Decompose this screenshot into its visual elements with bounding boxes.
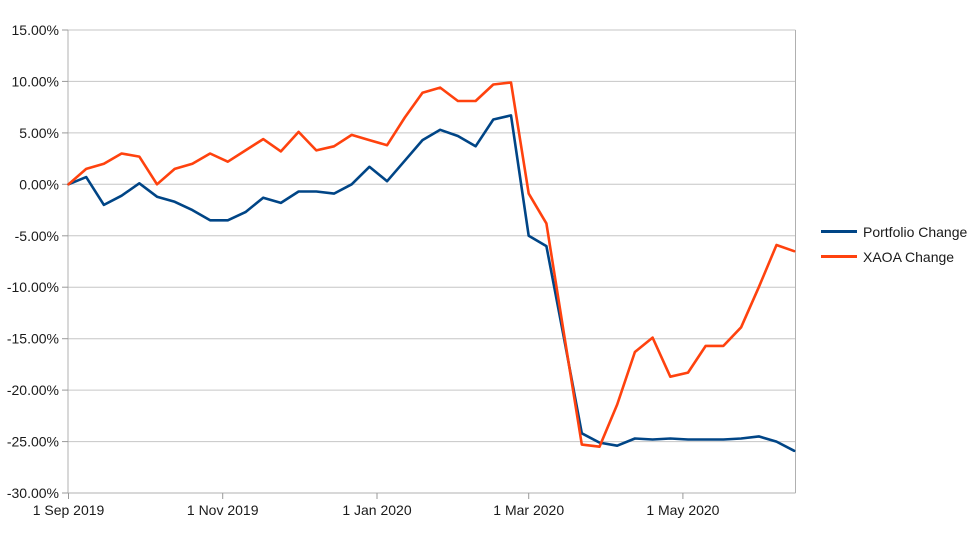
legend-item-xaoa-change: XAOA Change bbox=[821, 244, 967, 269]
y-tick-label: -5.00% bbox=[15, 228, 59, 244]
x-tick-label: 1 Sep 2019 bbox=[33, 502, 105, 518]
y-tick-label: 0.00% bbox=[19, 176, 59, 192]
legend-label-xaoa-change: XAOA Change bbox=[863, 248, 955, 265]
series-line-xaoa-change bbox=[67, 81, 796, 449]
y-tick-label: -20.00% bbox=[7, 382, 59, 398]
y-tick-label: -10.00% bbox=[7, 279, 59, 295]
x-tick-label: 1 Nov 2019 bbox=[187, 502, 259, 518]
y-tick-label: -25.00% bbox=[7, 434, 59, 450]
legend-line-portfolio-icon bbox=[821, 230, 857, 233]
series-line-portfolio-change bbox=[67, 114, 796, 453]
y-tick-label: 5.00% bbox=[19, 125, 59, 141]
legend: Portfolio Change XAOA Change bbox=[821, 219, 967, 269]
legend-label-portfolio-change: Portfolio Change bbox=[863, 223, 968, 240]
x-tick-label: 1 May 2020 bbox=[646, 502, 719, 518]
y-tick-label: 15.00% bbox=[12, 22, 59, 38]
y-tick-label: -15.00% bbox=[7, 331, 59, 347]
y-tick-label: -30.00% bbox=[7, 485, 59, 501]
y-tick-label: 10.00% bbox=[12, 73, 59, 89]
legend-line-xaoa-icon bbox=[821, 255, 857, 258]
x-tick-label: 1 Jan 2020 bbox=[342, 502, 411, 518]
x-tick-label: 1 Mar 2020 bbox=[493, 502, 564, 518]
legend-item-portfolio-change: Portfolio Change bbox=[821, 219, 967, 244]
